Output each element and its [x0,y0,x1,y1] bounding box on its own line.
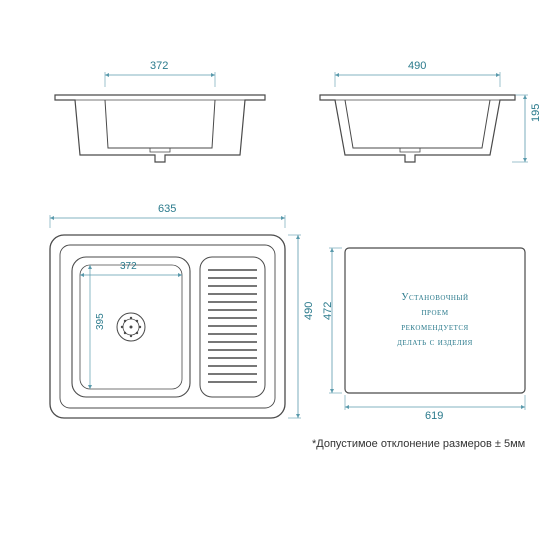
top-view [50,215,301,418]
cutout-info: Установочный проем рекомендуется делать … [370,290,500,350]
technical-drawing [0,0,550,550]
top-height-label: 490 [303,302,315,320]
tolerance-note: *Допустимое отклонение размеров ± 5мм [312,438,525,450]
cutout-height-label: 472 [322,302,334,320]
cutout-text-3: рекомендуется [370,320,500,335]
bowl-width-label: 372 [120,261,137,272]
front-width-label: 372 [150,60,168,72]
cutout-text-1: Установочный [370,290,500,305]
side-height-label: 195 [530,104,542,122]
side-width-label: 490 [408,60,426,72]
side-elevation [320,72,528,162]
front-elevation [55,72,265,162]
cutout-width-label: 619 [425,410,443,422]
cutout-text-4: делать с изделия [370,335,500,350]
bowl-height-label: 395 [95,313,106,330]
top-width-label: 635 [158,203,176,215]
cutout-text-2: проем [370,305,500,320]
